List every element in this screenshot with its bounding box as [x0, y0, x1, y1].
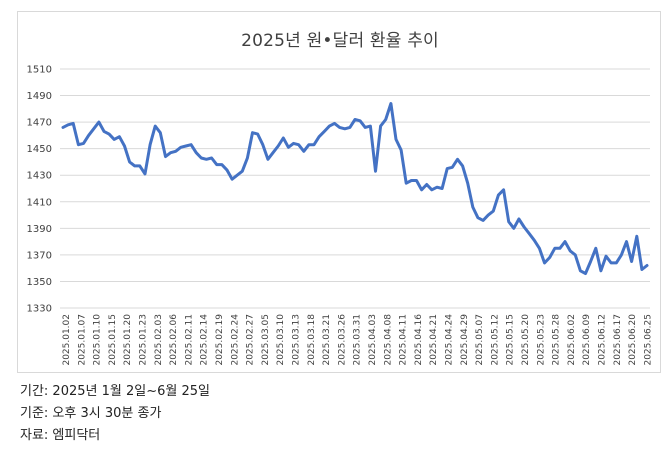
x-tick-label: 2025.03.21	[322, 314, 332, 366]
x-tick-label: 2025.03.13	[292, 314, 302, 366]
chart-area: 2025년 원•달러 환율 추이 1330 1350 1370 1390 1410 143…	[17, 11, 661, 373]
x-tick-label: 2025.05.12	[490, 314, 500, 366]
x-tick-label: 2025.04.11	[399, 314, 409, 366]
basis-note: 기준: 오후 3시 30분 종가	[20, 406, 162, 421]
x-tick-label: 2025.04.03	[368, 314, 378, 366]
x-tick-label: 2025.06.20	[628, 314, 638, 366]
x-tick-label: 2025.06.09	[582, 314, 592, 366]
x-tick-label: 2025.06.25	[643, 314, 653, 366]
x-tick-label: 2025.01.02	[62, 314, 72, 366]
x-tick-label: 2025.05.20	[521, 314, 531, 366]
y-tick-label: 1510	[27, 65, 52, 76]
x-tick-label: 2025.03.26	[337, 314, 347, 366]
y-tick-label: 1450	[27, 144, 52, 155]
chart-title: 2025년 원•달러 환율 추이	[241, 31, 439, 51]
x-tick-label: 2025.05.07	[475, 314, 485, 366]
x-tick-label: 2025.05.28	[552, 314, 562, 366]
line-chart: 1330 1350 1370 1390 1410 1430 1450 1470 1490 1510…	[27, 65, 654, 366]
x-tick-label: 2025.06.17	[613, 314, 623, 366]
x-tick-label: 2025.02.19	[215, 314, 225, 366]
x-tick-label: 2025.04.21	[429, 314, 439, 366]
x-tick-label: 2025.06.02	[567, 314, 577, 366]
x-tick-label: 2025.02.14	[200, 314, 210, 366]
x-tick-label: 2025.01.07	[77, 314, 87, 366]
x-tick-label: 2025.05.23	[536, 314, 546, 366]
x-tick-label: 2025.03.31	[353, 314, 363, 366]
x-tick-label: 2025.04.08	[383, 314, 393, 366]
x-tick-label: 2025.02.27	[246, 314, 256, 366]
exchange-rate-line	[61, 102, 649, 275]
x-tick-label: 2025.01.23	[139, 314, 149, 366]
period-note: 기간: 2025년 1월 2일~6월 25일	[20, 384, 210, 399]
x-tick-label: 2025.06.12	[598, 314, 608, 366]
y-tick-label: 1470	[27, 118, 52, 129]
x-tick-label: 2025.05.15	[506, 314, 516, 366]
y-tick-label: 1350	[27, 277, 52, 288]
x-tick-label: 2025.02.03	[154, 314, 164, 366]
x-tick-label: 2025.03.10	[276, 314, 286, 366]
y-tick-label: 1430	[27, 171, 52, 182]
x-tick-label: 2025.01.10	[93, 314, 103, 366]
x-tick-label: 2025.03.18	[307, 314, 317, 366]
chart-notes: 기간: 2025년 1월 2일~6월 25일 기준: 오후 3시 30분 종가 …	[20, 381, 210, 447]
x-tick-label: 2025.02.24	[230, 314, 240, 366]
x-tick-label: 2025.03.05	[261, 314, 271, 366]
source-note: 자료: 엠피닥터	[20, 428, 101, 443]
x-tick-label: 2025.02.06	[169, 314, 179, 366]
x-tick-label: 2025.04.29	[460, 314, 470, 366]
x-tick-label: 2025.02.11	[184, 314, 194, 366]
y-tick-label: 1370	[27, 250, 52, 261]
y-tick-label: 1490	[27, 91, 52, 102]
y-tick-label: 1330	[27, 304, 52, 315]
y-tick-label: 1390	[27, 224, 52, 235]
x-tick-label: 2025.01.20	[123, 314, 133, 366]
x-tick-label: 2025.01.15	[108, 314, 118, 366]
x-tick-label: 2025.04.24	[445, 314, 455, 366]
y-tick-label: 1410	[27, 197, 52, 208]
x-tick-label: 2025.04.16	[414, 314, 424, 366]
